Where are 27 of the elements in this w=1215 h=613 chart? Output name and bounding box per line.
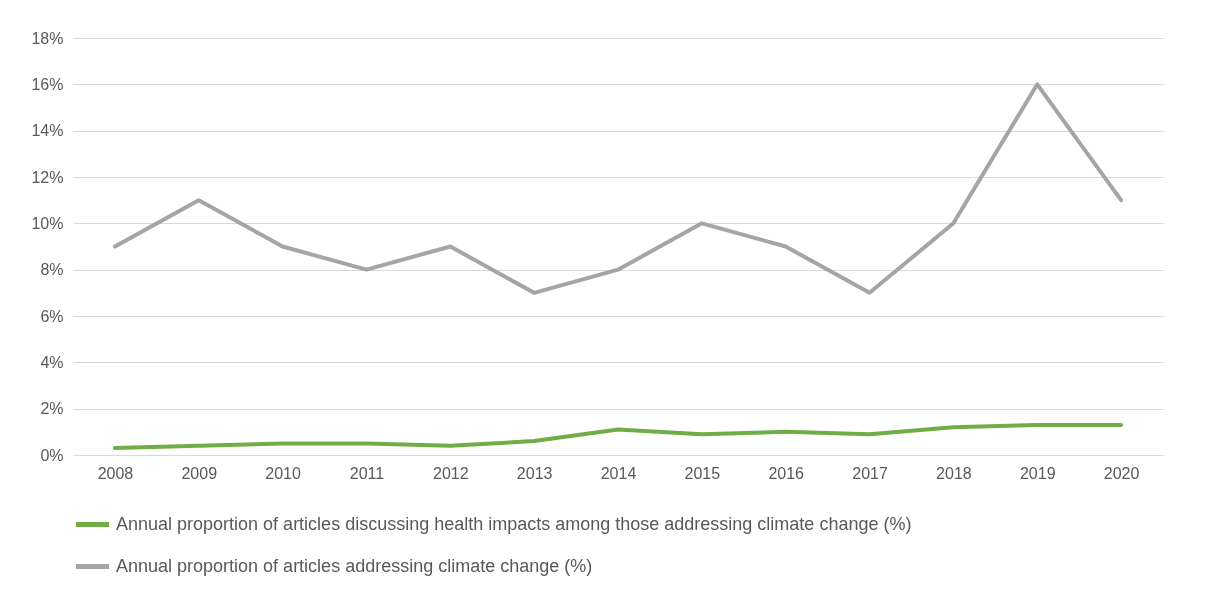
legend-label: Annual proportion of articles discussing health impacts among those addressing climate change (%): [116, 513, 912, 534]
x-tick-label: 2016: [768, 464, 805, 482]
legend-label: Annual proportion of articles addressing climate change (%): [116, 555, 593, 576]
x-tick-label: 2011: [349, 464, 385, 482]
x-tick-label: 2008: [97, 464, 134, 482]
y-tick-label: 6%: [40, 307, 64, 325]
y-tick-label: 4%: [40, 353, 64, 371]
y-tick-label: 18%: [31, 29, 64, 47]
x-tick-label: 2020: [1103, 464, 1140, 482]
y-tick-label: 12%: [31, 168, 64, 186]
line-series: [112, 82, 1124, 295]
x-tick-label: 2015: [684, 464, 721, 482]
x-tick-label: 2014: [600, 464, 637, 482]
x-tick-label: 2019: [1019, 464, 1056, 482]
line-series: [112, 422, 1124, 451]
y-tick-label: 14%: [31, 122, 64, 140]
y-tick-label: 2%: [40, 400, 64, 418]
x-tick-label: 2012: [433, 464, 469, 482]
x-tick-label: 2017: [852, 464, 888, 482]
y-tick-label: 16%: [31, 75, 64, 93]
x-tick-label: 2013: [516, 464, 553, 482]
x-tick-label: 2018: [936, 464, 972, 482]
y-tick-label: 8%: [40, 261, 64, 279]
y-tick-label: 0%: [40, 446, 64, 464]
x-tick-label: 2009: [181, 464, 218, 482]
y-tick-label: 10%: [31, 214, 64, 232]
x-tick-label: 2010: [265, 464, 302, 482]
